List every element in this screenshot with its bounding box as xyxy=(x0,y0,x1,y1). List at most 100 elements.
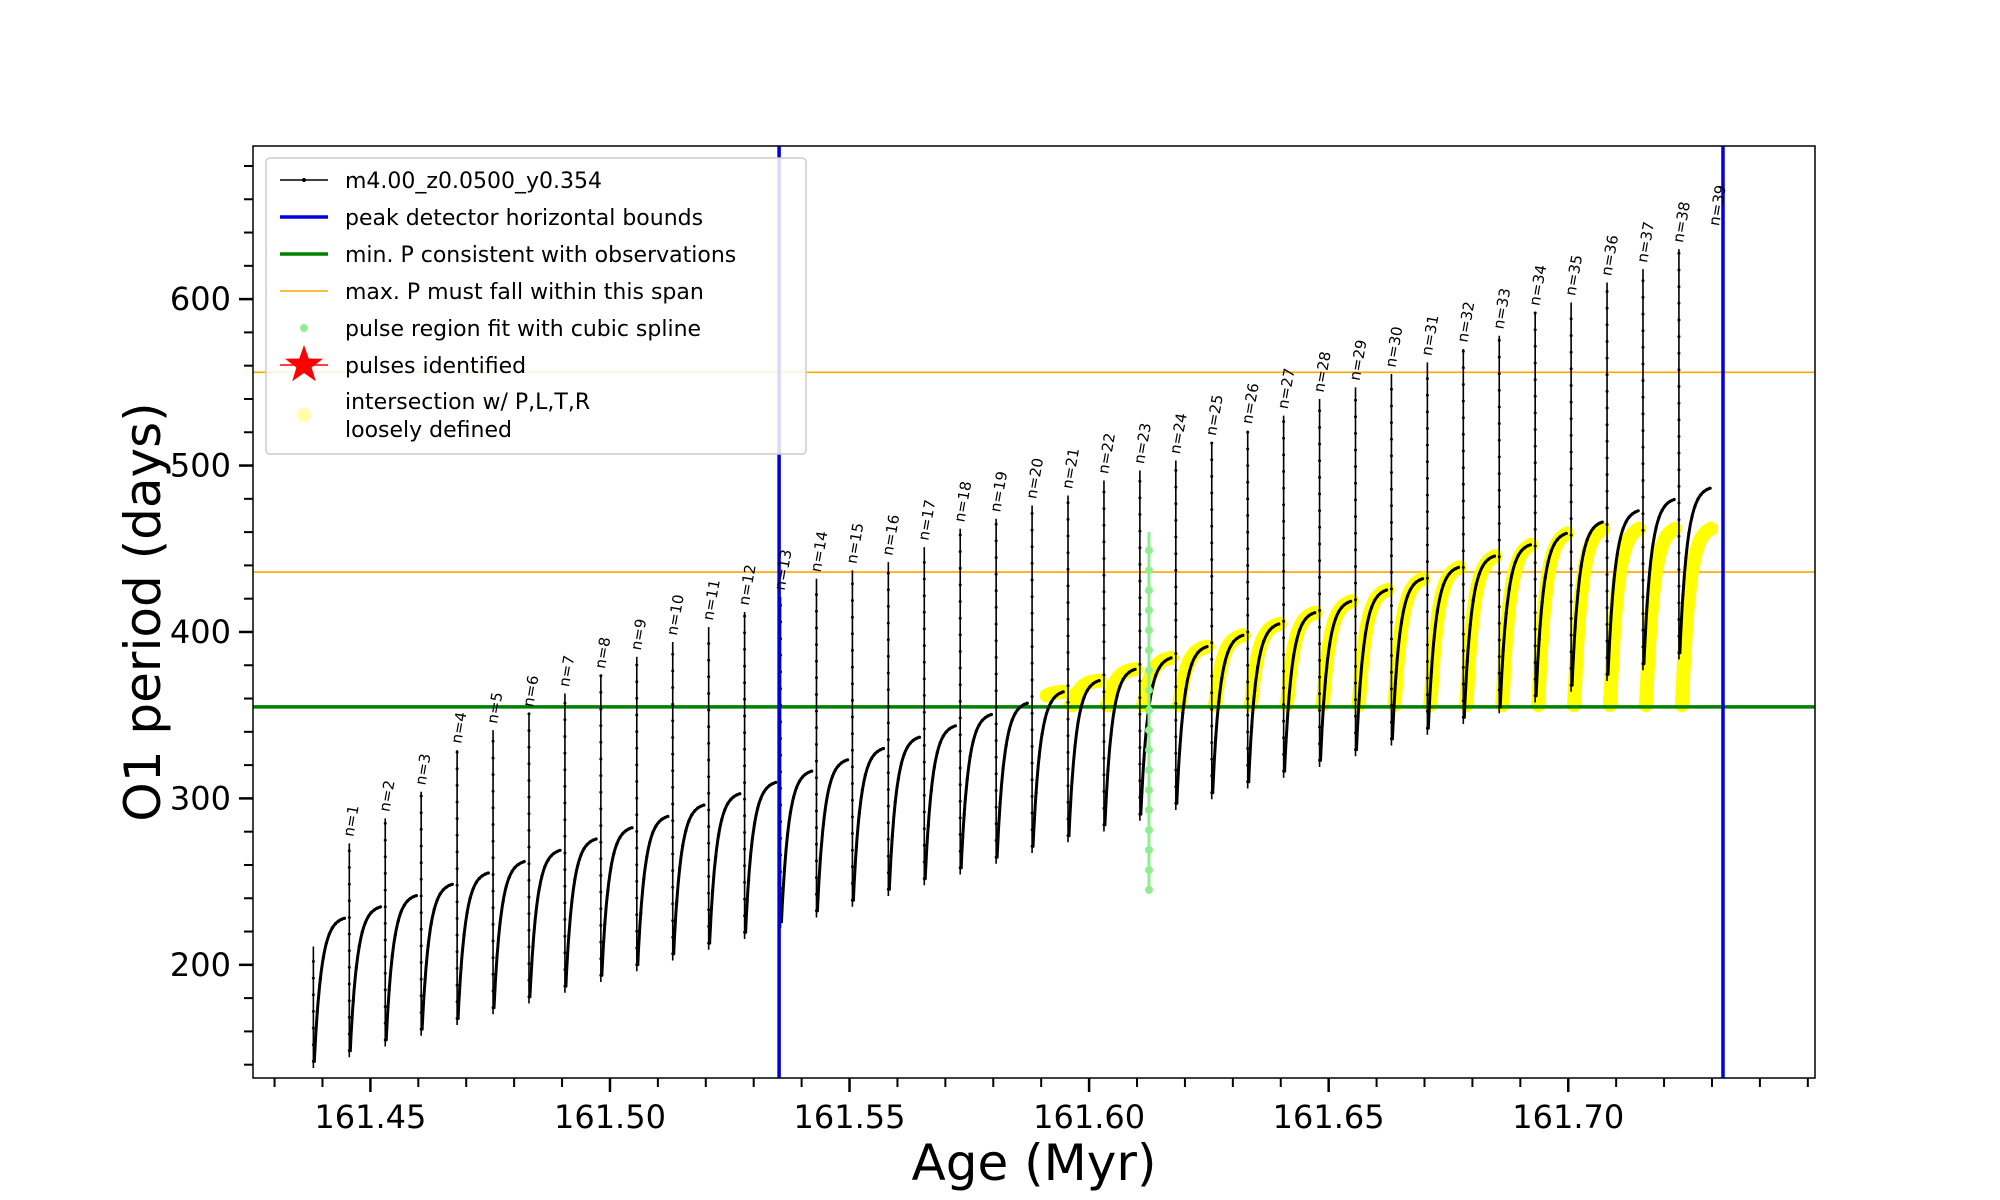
x-axis-title: Age (Myr) xyxy=(912,1134,1157,1192)
spline-point xyxy=(1144,866,1153,874)
legend-box xyxy=(265,157,807,455)
cycle-1 xyxy=(312,916,346,1062)
legend-item: max. P must fall within this span xyxy=(280,280,704,305)
y-axis-title: O1 period (days) xyxy=(114,402,172,821)
x-tick-label: 161.45 xyxy=(314,1098,426,1136)
spline-point xyxy=(1144,586,1153,595)
spline-point xyxy=(1144,806,1153,814)
cycle-27 xyxy=(1247,622,1280,782)
cycle-3 xyxy=(384,894,417,1040)
cycle-6 xyxy=(492,860,525,1008)
cycle-4 xyxy=(420,882,453,1030)
cycle-7 xyxy=(528,848,561,997)
x-tick-label: 161.50 xyxy=(554,1098,666,1136)
spline-point xyxy=(1144,746,1153,755)
legend-item: intersection w/ P,L,T,R loosely defined xyxy=(297,390,590,443)
cycle-32 xyxy=(1426,566,1460,729)
legend-label: pulses identified xyxy=(345,354,526,379)
legend-item: pulses identified xyxy=(280,345,526,382)
cycle-28 xyxy=(1283,611,1316,772)
spline-point xyxy=(1144,566,1153,575)
pulse-label: n=9 xyxy=(627,617,650,651)
y-tick-label: 300 xyxy=(170,779,231,817)
intersection-band-39 xyxy=(1674,521,1718,713)
pulse-label: n=3 xyxy=(411,752,434,786)
cycle-36 xyxy=(1570,520,1603,686)
plot-area xyxy=(253,146,1815,1078)
spline-point xyxy=(1144,706,1153,715)
pulse-label: n=1 xyxy=(340,804,363,838)
pulse-label: n=4 xyxy=(447,711,470,745)
cycle-9 xyxy=(600,826,633,976)
legend-label: peak detector horizontal bounds xyxy=(345,206,703,231)
pulse-label: n=6 xyxy=(519,674,542,708)
legend-label: min. P consistent with observations xyxy=(345,243,736,268)
pulse-label: n=7 xyxy=(555,654,578,688)
intersection-band-38 xyxy=(1638,521,1683,713)
y-tick-label: 500 xyxy=(170,447,231,485)
spline-point xyxy=(1144,606,1153,615)
cycle-29 xyxy=(1319,599,1352,761)
spline-point xyxy=(1144,666,1153,675)
cycle-13 xyxy=(744,781,777,933)
cycle-26 xyxy=(1211,633,1244,793)
pulse-label: n=5 xyxy=(483,691,506,725)
cycle-18 xyxy=(923,724,956,879)
cycle-14 xyxy=(780,769,813,922)
spline-point xyxy=(1144,826,1153,834)
cycle-30 xyxy=(1355,588,1388,750)
legend-marker xyxy=(297,408,311,422)
pulse-label: n=8 xyxy=(591,636,614,670)
x-tick-label: 161.70 xyxy=(1512,1098,1624,1136)
spline-point xyxy=(1144,726,1153,735)
cycle-38 xyxy=(1642,498,1675,664)
cycle-24 xyxy=(1139,656,1172,815)
cycle-20 xyxy=(995,701,1028,858)
x-tick-label: 161.55 xyxy=(794,1098,906,1136)
spline-point xyxy=(1144,766,1153,775)
cycle-25 xyxy=(1175,645,1208,804)
plot-frame xyxy=(252,145,1816,1079)
legend-star xyxy=(285,345,323,382)
spline-point xyxy=(1144,846,1153,854)
cycle-21 xyxy=(1031,690,1064,847)
legend-label: pulse region fit with cubic spline xyxy=(345,317,701,342)
legend-label: max. P must fall within this span xyxy=(345,280,704,305)
cycle-19 xyxy=(959,713,992,868)
series-m4-z0-0500-y0-354 xyxy=(311,249,1712,1069)
spline-point xyxy=(1144,646,1153,655)
cycle-39 xyxy=(1678,486,1711,653)
cycle-10 xyxy=(636,814,669,965)
spline-point xyxy=(1144,546,1153,555)
x-tick-label: 161.65 xyxy=(1273,1098,1385,1136)
legend-marker xyxy=(300,324,308,332)
cycle-12 xyxy=(708,792,741,944)
legend-item: peak detector horizontal bounds xyxy=(280,206,703,231)
cycle-2 xyxy=(348,905,382,1051)
spline-point xyxy=(1144,686,1153,695)
cycle-23 xyxy=(1103,667,1136,825)
y-tick-label: 600 xyxy=(170,280,231,318)
legend-item: min. P consistent with observations xyxy=(280,243,736,268)
y-axis: 200 300 400 500 600 xyxy=(170,164,253,1066)
spline-point xyxy=(1144,885,1153,894)
x-axis: 161.45 161.50 161.55 161.60 161.65 161.70 xyxy=(273,1078,1809,1136)
cycle-33 xyxy=(1462,554,1496,718)
intersection-band-37 xyxy=(1602,521,1647,713)
legend-marker xyxy=(302,178,306,182)
cycle-16 xyxy=(851,747,884,901)
cycle-17 xyxy=(887,735,920,890)
x-tick-label: 161.60 xyxy=(1033,1098,1145,1136)
cycle-34 xyxy=(1498,543,1531,707)
cycle-5 xyxy=(456,871,489,1019)
cycle-11 xyxy=(672,803,705,954)
cycle-37 xyxy=(1606,509,1639,675)
legend-label: intersection w/ P,L,T,R loosely defined xyxy=(345,390,590,443)
y-tick-label: 200 xyxy=(170,946,231,984)
spline-point xyxy=(1144,786,1153,795)
cycle-8 xyxy=(564,837,597,987)
cycle-35 xyxy=(1534,532,1567,696)
cycle-31 xyxy=(1390,577,1424,739)
